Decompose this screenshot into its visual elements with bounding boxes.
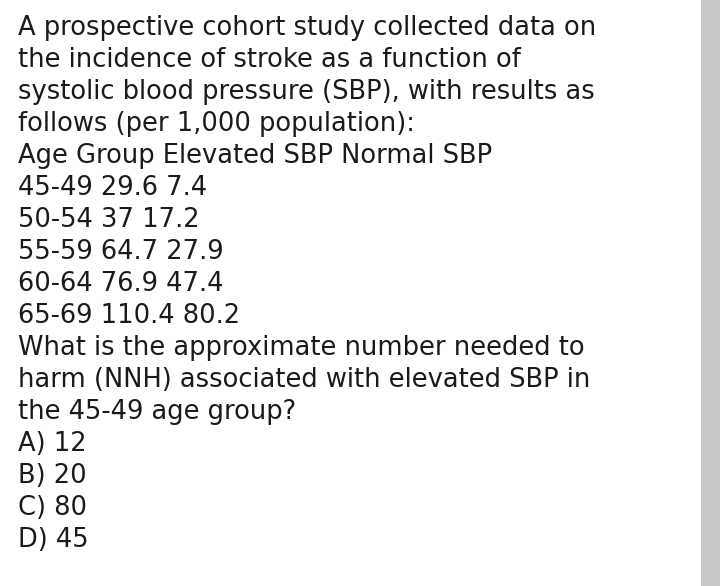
Text: 60-64 76.9 47.4: 60-64 76.9 47.4 — [18, 271, 223, 297]
Text: A prospective cohort study collected data on: A prospective cohort study collected dat… — [18, 15, 596, 41]
Text: D) 45: D) 45 — [18, 527, 89, 553]
Text: the incidence of stroke as a function of: the incidence of stroke as a function of — [18, 47, 521, 73]
Bar — [701, 0, 720, 586]
Text: 50-54 37 17.2: 50-54 37 17.2 — [18, 207, 199, 233]
Text: What is the approximate number needed to: What is the approximate number needed to — [18, 335, 585, 361]
Text: A) 12: A) 12 — [18, 431, 86, 457]
Text: 55-59 64.7 27.9: 55-59 64.7 27.9 — [18, 239, 224, 265]
Text: B) 20: B) 20 — [18, 463, 86, 489]
Text: the 45-49 age group?: the 45-49 age group? — [18, 399, 296, 425]
Text: C) 80: C) 80 — [18, 495, 87, 521]
Text: Age Group Elevated SBP Normal SBP: Age Group Elevated SBP Normal SBP — [18, 143, 492, 169]
Text: harm (NNH) associated with elevated SBP in: harm (NNH) associated with elevated SBP … — [18, 367, 590, 393]
Text: 65-69 110.4 80.2: 65-69 110.4 80.2 — [18, 303, 240, 329]
Text: 45-49 29.6 7.4: 45-49 29.6 7.4 — [18, 175, 207, 201]
Text: systolic blood pressure (SBP), with results as: systolic blood pressure (SBP), with resu… — [18, 79, 595, 105]
Text: follows (per 1,000 population):: follows (per 1,000 population): — [18, 111, 415, 137]
